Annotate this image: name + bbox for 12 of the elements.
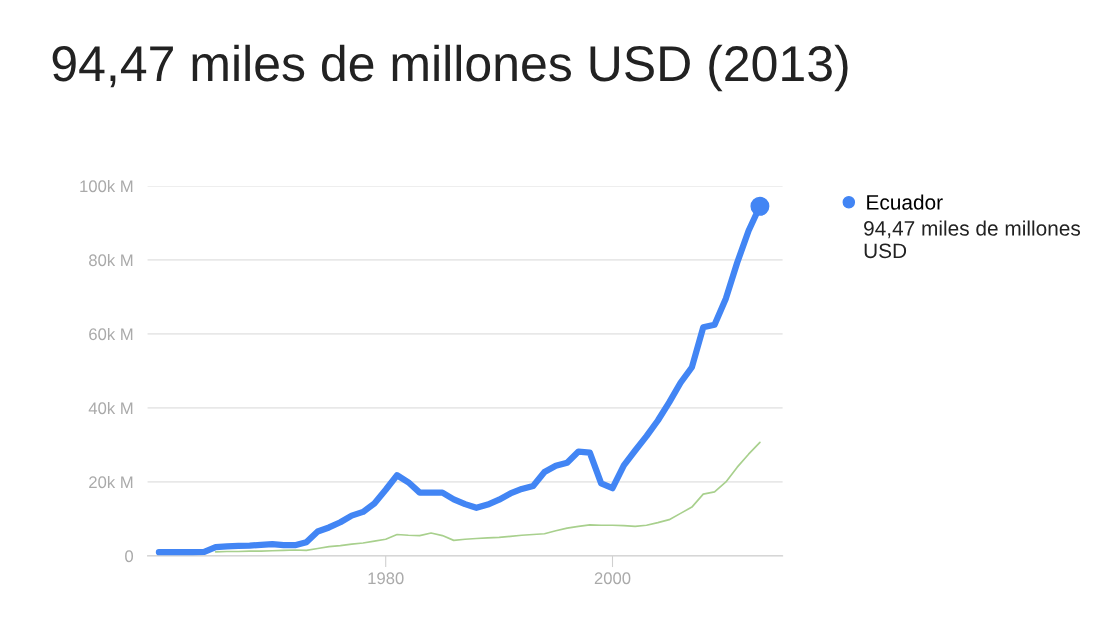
text: 94,47 miles de millones USD	[864, 220, 1081, 259]
y-tick-label: 100k M	[80, 179, 133, 193]
legend-label: Ecuador	[867, 194, 943, 210]
y-tick-label: 40k M	[88, 401, 133, 415]
y-tick-label: 60k M	[89, 327, 133, 341]
x-tick-label: 2000	[594, 572, 631, 585]
y-tick-label: 20k M	[89, 475, 133, 489]
y-tick-label: 80k M	[89, 253, 133, 267]
line-series	[214, 441, 761, 553]
x-tick-label: 1980	[368, 572, 404, 585]
chart-title: 94,47 miles de millones USD (2013)	[52, 44, 848, 92]
y-tick-label: 0	[125, 550, 134, 563]
